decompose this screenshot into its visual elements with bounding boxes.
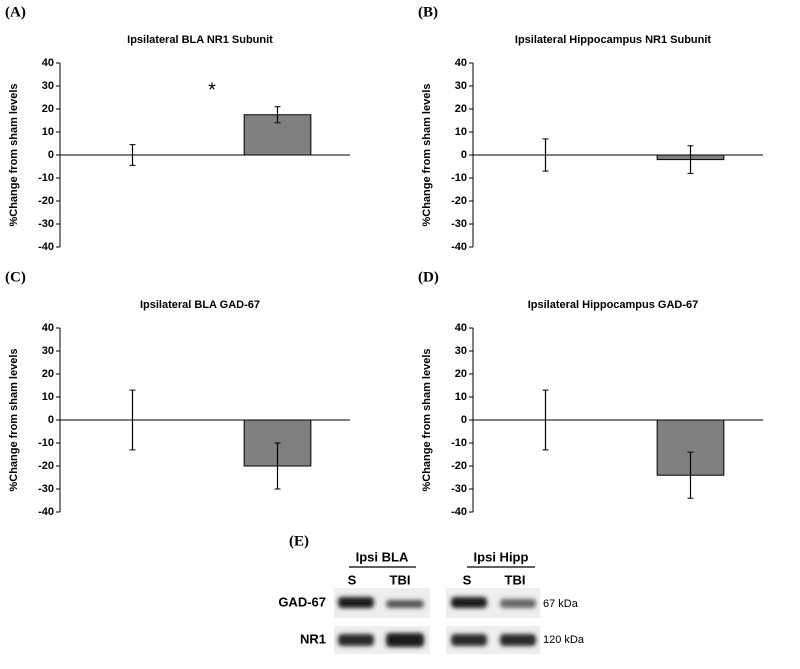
y-tick-label: -40 bbox=[451, 241, 467, 253]
row-label: GAD-67 bbox=[278, 594, 326, 609]
y-tick-label: -10 bbox=[451, 172, 467, 184]
y-tick-label: 0 bbox=[461, 414, 467, 426]
y-tick-label: -30 bbox=[38, 483, 54, 495]
y-axis-label: %Change from sham levels bbox=[421, 83, 433, 226]
y-tick-label: 0 bbox=[461, 149, 467, 161]
chart-title: Ipsilateral BLA NR1 Subunit bbox=[127, 34, 273, 46]
y-tick-label: -20 bbox=[38, 195, 54, 207]
y-tick-label: 20 bbox=[42, 103, 54, 115]
size-label: 67 kDa bbox=[543, 598, 579, 610]
group-label: Ipsi Hipp bbox=[474, 549, 529, 564]
row-label: NR1 bbox=[300, 631, 326, 646]
y-tick-label: 30 bbox=[42, 345, 54, 357]
y-tick-label: 10 bbox=[42, 126, 54, 138]
panel-label: (D) bbox=[418, 269, 439, 285]
y-tick-label: -20 bbox=[451, 460, 467, 472]
y-tick-label: 10 bbox=[455, 391, 467, 403]
y-tick-label: -40 bbox=[38, 506, 54, 518]
y-tick-label: 20 bbox=[42, 368, 54, 380]
chart-title: Ipsilateral BLA GAD-67 bbox=[140, 299, 260, 311]
lane-label: S bbox=[463, 572, 472, 587]
size-label: 120 kDa bbox=[543, 634, 585, 646]
chart-panel: (A) Ipsilateral BLA NR1 Subunit %Change fr… bbox=[5, 4, 350, 253]
y-tick-label: -10 bbox=[451, 437, 467, 449]
y-tick-label: -10 bbox=[38, 172, 54, 184]
band bbox=[451, 597, 487, 608]
y-axis-label: %Change from sham levels bbox=[8, 348, 20, 491]
group-label: Ipsi BLA bbox=[356, 549, 409, 564]
y-tick-label: -40 bbox=[38, 241, 54, 253]
y-tick-label: 40 bbox=[455, 57, 467, 69]
chart-panel: (B) Ipsilateral Hippocampus NR1 Subunit %C… bbox=[418, 4, 763, 253]
annotation: * bbox=[208, 79, 216, 101]
y-tick-label: 30 bbox=[42, 80, 54, 92]
band bbox=[386, 600, 424, 608]
blot-bands bbox=[338, 597, 536, 647]
blot-panel: (E) Ipsi BLA Ipsi Hipp S TBI S TBI GAD-6… bbox=[278, 533, 585, 654]
panel-label: (E) bbox=[289, 533, 309, 549]
y-tick-label: -20 bbox=[38, 460, 54, 472]
y-tick-label: 30 bbox=[455, 80, 467, 92]
y-tick-label: 40 bbox=[42, 57, 54, 69]
lane-label: TBI bbox=[505, 572, 526, 587]
lane-label: TBI bbox=[390, 572, 411, 587]
y-tick-label: 20 bbox=[455, 103, 467, 115]
y-tick-label: 10 bbox=[455, 126, 467, 138]
y-tick-label: -20 bbox=[451, 195, 467, 207]
y-tick-label: 40 bbox=[42, 322, 54, 334]
chart-panel: (C) Ipsilateral BLA GAD-67 %Change from sh… bbox=[5, 269, 350, 518]
lane-label: S bbox=[348, 572, 357, 587]
y-tick-label: 0 bbox=[48, 414, 54, 426]
chart-panel: (D) Ipsilateral Hippocampus GAD-67 %Change… bbox=[418, 269, 763, 518]
y-tick-label: 10 bbox=[42, 391, 54, 403]
band bbox=[338, 597, 374, 608]
chart-title: Ipsilateral Hippocampus GAD-67 bbox=[528, 299, 699, 311]
y-tick-label: -10 bbox=[38, 437, 54, 449]
y-tick-label: 40 bbox=[455, 322, 467, 334]
y-tick-label: 20 bbox=[455, 368, 467, 380]
panel-label: (B) bbox=[418, 4, 438, 20]
y-tick-label: 0 bbox=[48, 149, 54, 161]
y-axis-label: %Change from sham levels bbox=[421, 348, 433, 491]
y-tick-label: 30 bbox=[455, 345, 467, 357]
y-tick-label: -30 bbox=[451, 483, 467, 495]
panel-label: (A) bbox=[5, 4, 26, 20]
band bbox=[451, 634, 487, 646]
band bbox=[500, 634, 536, 646]
band bbox=[338, 634, 374, 646]
y-tick-label: -30 bbox=[38, 218, 54, 230]
y-tick-label: -30 bbox=[451, 218, 467, 230]
band bbox=[500, 599, 536, 608]
chart-title: Ipsilateral Hippocampus NR1 Subunit bbox=[515, 34, 712, 46]
band bbox=[386, 633, 424, 647]
panel-label: (C) bbox=[5, 269, 26, 285]
y-axis-label: %Change from sham levels bbox=[8, 83, 20, 226]
y-tick-label: -40 bbox=[451, 506, 467, 518]
